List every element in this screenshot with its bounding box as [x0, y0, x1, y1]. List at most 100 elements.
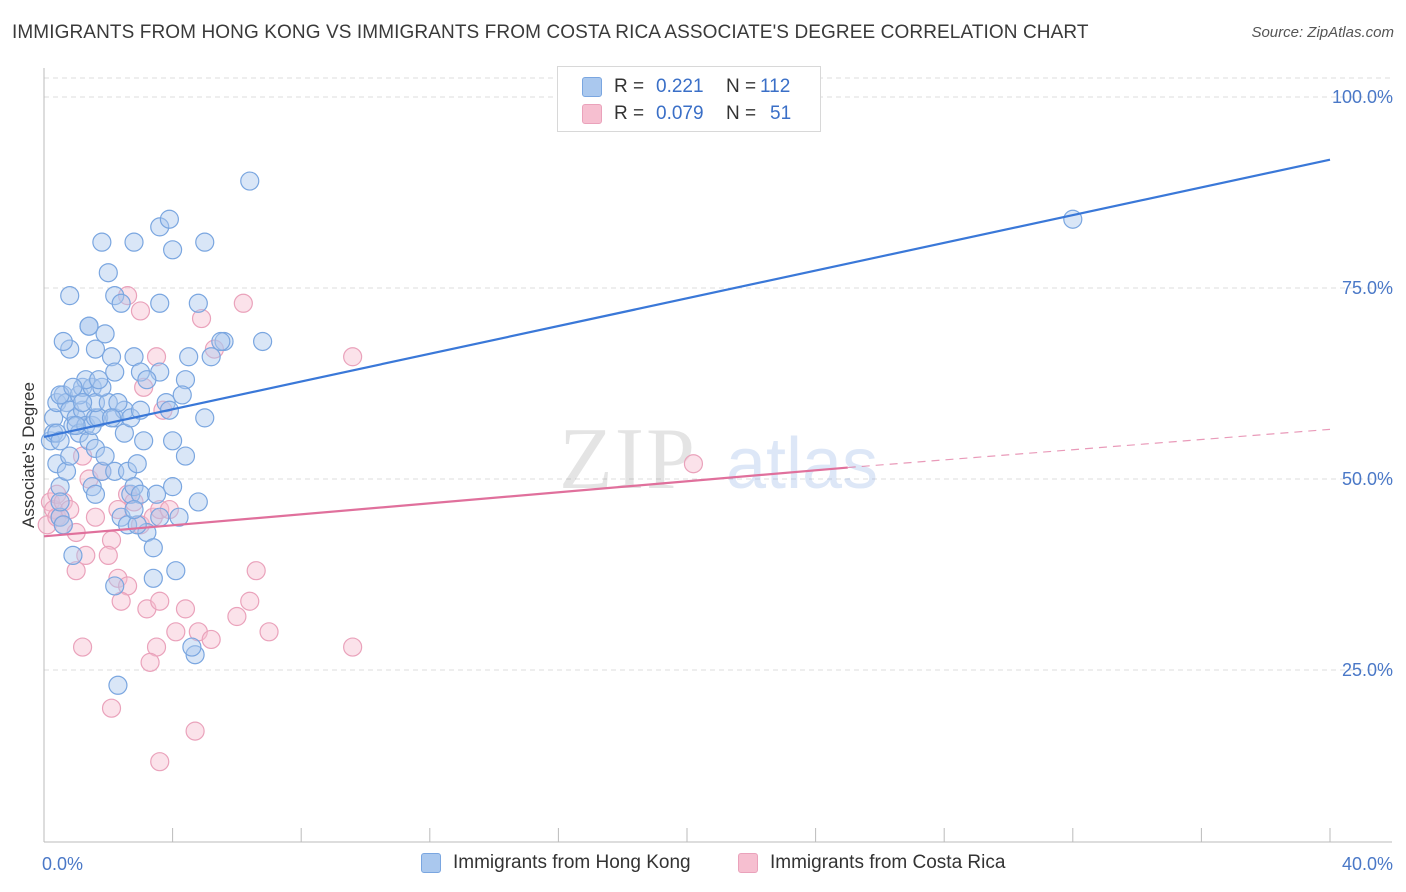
data-point [85, 507, 106, 527]
n-label: N = [726, 76, 757, 97]
y-tick-label: 100.0% [1332, 87, 1393, 107]
n-value: 51 [770, 103, 792, 124]
data-point [253, 331, 273, 352]
legend-row-costa-rica: R = 0.079 N = 51 [582, 101, 791, 127]
data-point [191, 308, 212, 329]
trend-lines [43, 158, 1331, 538]
pink-swatch [738, 853, 758, 873]
data-point [159, 209, 179, 229]
data-point [343, 347, 363, 367]
data-point [85, 484, 106, 504]
data-point [143, 568, 163, 588]
data-point [82, 377, 102, 397]
data-point [105, 362, 125, 382]
data-point [92, 232, 112, 252]
data-point [85, 438, 106, 459]
trend-line-costa-rica-extension [847, 428, 1331, 469]
data-point [44, 408, 64, 428]
legend-item-costa-rica[interactable]: Immigrants from Costa Rica [738, 852, 1005, 874]
data-point [169, 507, 189, 527]
data-point [172, 385, 192, 405]
data-point [233, 293, 253, 313]
data-point [201, 347, 221, 367]
x-tick-label-max: 40.0% [1342, 854, 1393, 874]
data-point [60, 446, 80, 466]
data-point [227, 606, 247, 627]
data-point [163, 477, 183, 497]
data-point [240, 171, 260, 191]
r-label: R = [614, 76, 645, 97]
data-point [124, 477, 144, 497]
data-point [150, 752, 170, 772]
data-point [95, 324, 115, 344]
data-point [201, 629, 221, 650]
data-point [188, 492, 208, 512]
data-point [50, 431, 70, 451]
trend-line-hong-kong [43, 158, 1331, 439]
data-point [89, 370, 109, 390]
data-point [166, 622, 186, 642]
r-value: 0.221 [656, 76, 704, 97]
data-point [150, 293, 170, 313]
legend-label-hong-kong: Immigrants from Hong Kong [453, 852, 691, 873]
data-point [66, 561, 86, 581]
data-point [98, 263, 118, 283]
pink-swatch [582, 104, 602, 124]
data-point [146, 484, 167, 504]
data-point [60, 286, 80, 306]
data-point [146, 347, 167, 367]
r-label: R = [614, 103, 645, 124]
data-point [79, 431, 99, 451]
watermark: ZIP atlas [559, 411, 878, 508]
data-point [259, 622, 279, 642]
data-point [60, 339, 80, 359]
data-point [72, 393, 93, 413]
data-point [143, 538, 163, 558]
data-point [175, 599, 196, 619]
chart-title: IMMIGRANTS FROM HONG KONG VS IMMIGRANTS … [12, 22, 1089, 43]
data-point [105, 576, 125, 596]
trend-line-costa-rica [43, 466, 848, 538]
data-point [101, 698, 122, 718]
r-value: 0.079 [656, 103, 704, 124]
x-tick-label-min: 0.0% [42, 854, 83, 874]
data-point [85, 339, 106, 359]
axes [43, 68, 1392, 843]
data-point [179, 347, 199, 367]
n-value: 112 [760, 76, 791, 97]
data-point [50, 492, 70, 512]
data-point [130, 362, 151, 382]
watermark-atlas: atlas [726, 424, 878, 504]
data-point [134, 431, 154, 451]
data-point [95, 446, 115, 466]
data-point [108, 675, 128, 695]
data-point [159, 499, 179, 520]
blue-swatch [582, 77, 602, 97]
data-point [175, 370, 196, 390]
data-point [163, 431, 183, 451]
y-tick-labels: 25.0% 50.0% 75.0% 100.0% [1332, 87, 1393, 680]
data-point [163, 240, 183, 260]
data-point [343, 637, 363, 657]
data-point [175, 446, 196, 466]
data-point [683, 454, 704, 474]
data-point [188, 293, 208, 313]
data-point [166, 561, 186, 581]
y-axis-label: Associate's Degree [19, 382, 38, 528]
data-point [150, 507, 170, 527]
data-point [98, 545, 118, 566]
grid-lines [44, 77, 1392, 671]
source-label: Source: ZipAtlas.com [1251, 24, 1394, 41]
y-tick-label: 25.0% [1342, 660, 1393, 680]
legend-row-hong-kong: R = 0.221 N = 112 [582, 74, 790, 100]
data-point [240, 591, 260, 611]
data-point [124, 499, 144, 520]
data-point [246, 561, 266, 581]
data-point [72, 637, 93, 657]
data-point [150, 217, 170, 237]
legend-item-hong-kong[interactable]: Immigrants from Hong Kong [421, 852, 691, 874]
data-point [211, 331, 231, 352]
data-point [137, 370, 157, 390]
data-point [124, 232, 144, 252]
